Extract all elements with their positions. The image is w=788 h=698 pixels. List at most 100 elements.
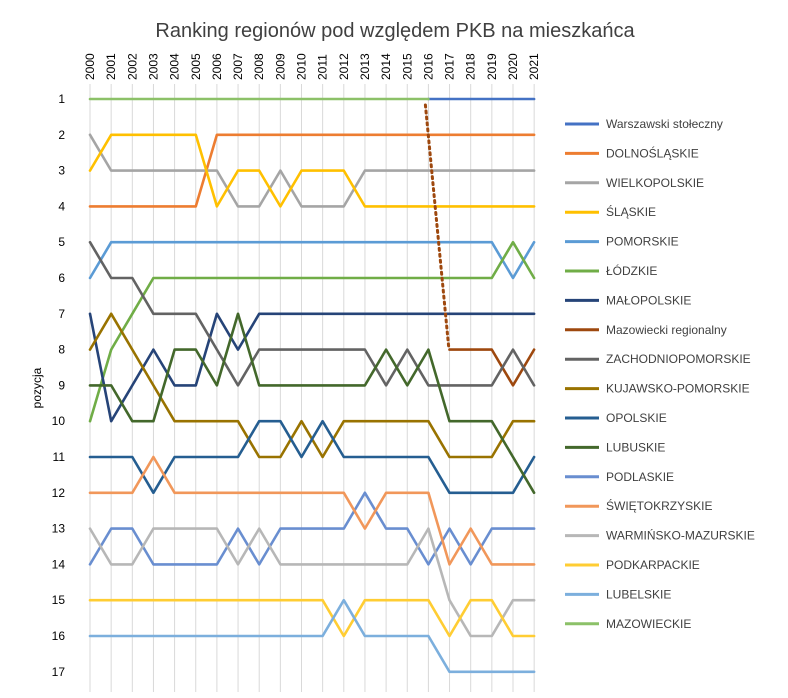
x-tick-2020: 2020 <box>506 53 520 80</box>
legend-label: Warszawski stołeczny <box>606 117 723 131</box>
legend-label: ZACHODNIOPOMORSKIE <box>606 352 751 366</box>
legend-label: POMORSKIE <box>606 235 679 249</box>
y-tick-9: 9 <box>58 378 65 392</box>
legend-label: PODLASKIE <box>606 470 674 484</box>
legend-label: PODKARPACKIE <box>606 558 700 572</box>
series-lubuskie <box>88 312 536 495</box>
x-tick-2013: 2013 <box>358 53 372 80</box>
x-tick-2008: 2008 <box>252 53 266 80</box>
series-mazowiecki-regionalny <box>423 103 536 387</box>
series-line-lubuskie <box>88 312 536 495</box>
y-tick-5: 5 <box>58 235 65 249</box>
legend-label: WIELKOPOLSKIE <box>606 176 704 190</box>
y-tick-17: 17 <box>52 665 66 679</box>
x-tick-2019: 2019 <box>485 53 499 80</box>
series-line-dzkie <box>88 240 536 423</box>
x-tick-2007: 2007 <box>231 53 245 80</box>
series-warmi-sko-mazurskie <box>88 527 536 638</box>
legend-label: ŁÓDZKIE <box>606 263 657 278</box>
series-line-wielkopolskie <box>88 133 536 208</box>
series-line-warmi-sko-mazurskie <box>88 527 536 638</box>
series-pomorskie <box>88 240 536 280</box>
x-tick-2000: 2000 <box>83 53 97 80</box>
legend-label: WARMIŃSKO-MAZURSKIE <box>606 528 755 543</box>
legend-label: DOLNOŚLĄSKIE <box>606 145 699 160</box>
y-tick-7: 7 <box>58 307 65 321</box>
series-lubelskie <box>88 598 536 674</box>
series-wielkopolskie <box>88 133 536 208</box>
series-dolno-l-skie <box>88 133 536 208</box>
chart-title: Ranking regionów pod względem PKB na mie… <box>155 20 635 42</box>
y-tick-3: 3 <box>58 164 65 178</box>
x-tick-2018: 2018 <box>464 53 478 80</box>
legend-item-podkarpackie: PODKARPACKIE <box>565 558 700 572</box>
series-line-wi-tokrzyskie <box>88 455 536 566</box>
x-tick-2014: 2014 <box>379 53 393 80</box>
series-line-lubelskie <box>88 598 536 674</box>
legend-item-wi-tokrzyskie: ŚWIĘTOKRZYSKIE <box>565 498 712 513</box>
legend-label: Mazowiecki regionalny <box>606 323 727 337</box>
legend-label: MAŁOPOLSKIE <box>606 293 691 307</box>
y-axis-label: pozycja <box>30 367 44 408</box>
legend-item-mazowieckie: MAZOWIECKIE <box>565 617 691 631</box>
series-line-dolno-l-skie <box>88 133 536 208</box>
x-tick-2021: 2021 <box>527 53 541 80</box>
legend-item-dolno-l-skie: DOLNOŚLĄSKIE <box>565 145 699 160</box>
legend-item-opolskie: OPOLSKIE <box>565 411 667 425</box>
y-tick-10: 10 <box>52 414 66 428</box>
legend-item-podlaskie: PODLASKIE <box>565 470 674 484</box>
series-l-skie <box>88 133 536 208</box>
connector-mazowiecki-regionalny <box>423 103 452 352</box>
legend-item-lubuskie: LUBUSKIE <box>565 440 665 454</box>
y-tick-13: 13 <box>52 522 66 536</box>
x-tick-2003: 2003 <box>146 53 160 80</box>
series-lines <box>88 97 536 674</box>
y-tick-8: 8 <box>58 343 65 357</box>
grid-lines <box>89 84 535 692</box>
legend-item-wielkopolskie: WIELKOPOLSKIE <box>565 176 704 190</box>
x-tick-2004: 2004 <box>168 53 182 80</box>
y-tick-16: 16 <box>52 629 66 643</box>
y-tick-15: 15 <box>52 593 66 607</box>
legend-item-zachodniopomorskie: ZACHODNIOPOMORSKIE <box>565 352 751 366</box>
series-line-l-skie <box>88 133 536 208</box>
y-tick-6: 6 <box>58 271 65 285</box>
legend-item-warmi-sko-mazurskie: WARMIŃSKO-MAZURSKIE <box>565 528 755 543</box>
legend-item-kujawsko-pomorskie: KUJAWSKO-POMORSKIE <box>565 382 750 396</box>
x-axis-labels: 2000 2001 2002 2003 2004 2005 2006 2007 2008 2009… <box>83 53 541 80</box>
series-ma-opolskie <box>88 312 536 423</box>
series-zachodniopomorskie <box>88 240 536 387</box>
y-tick-11: 11 <box>53 450 66 464</box>
x-tick-2001: 2001 <box>104 53 118 80</box>
series-wi-tokrzyskie <box>88 455 536 566</box>
legend-item-mazowiecki-regionalny: Mazowiecki regionalny <box>565 323 727 337</box>
series-line-mazowiecki-regionalny <box>448 348 536 387</box>
legend-label: ŚLĄSKIE <box>606 204 656 219</box>
legend-label: ŚWIĘTOKRZYSKIE <box>606 498 712 513</box>
legend-label: KUJAWSKO-POMORSKIE <box>606 382 750 396</box>
legend-item-ma-opolskie: MAŁOPOLSKIE <box>565 293 691 307</box>
series-line-ma-opolskie <box>88 312 536 423</box>
legend: Warszawski stołeczny DOLNOŚLĄSKIE WIELKOPO… <box>565 117 755 631</box>
y-tick-1: 1 <box>58 92 65 106</box>
legend-label: LUBUSKIE <box>606 440 665 454</box>
legend-label: OPOLSKIE <box>606 411 667 425</box>
x-tick-2010: 2010 <box>295 53 309 80</box>
series-line-zachodniopomorskie <box>88 240 536 387</box>
legend-item-pomorskie: POMORSKIE <box>565 235 679 249</box>
y-tick-14: 14 <box>52 557 66 571</box>
y-tick-12: 12 <box>52 486 66 500</box>
y-tick-2: 2 <box>58 128 65 142</box>
x-tick-2017: 2017 <box>443 53 457 80</box>
x-tick-2006: 2006 <box>210 53 224 80</box>
legend-item-warszawski-sto-eczny: Warszawski stołeczny <box>565 117 723 131</box>
x-tick-2012: 2012 <box>337 53 351 80</box>
legend-item-l-skie: ŚLĄSKIE <box>565 204 656 219</box>
legend-label: LUBELSKIE <box>606 587 671 601</box>
x-tick-2011: 2011 <box>316 54 330 80</box>
legend-item-lubelskie: LUBELSKIE <box>565 587 671 601</box>
legend-label: MAZOWIECKIE <box>606 617 691 631</box>
series-dzkie <box>88 240 536 423</box>
